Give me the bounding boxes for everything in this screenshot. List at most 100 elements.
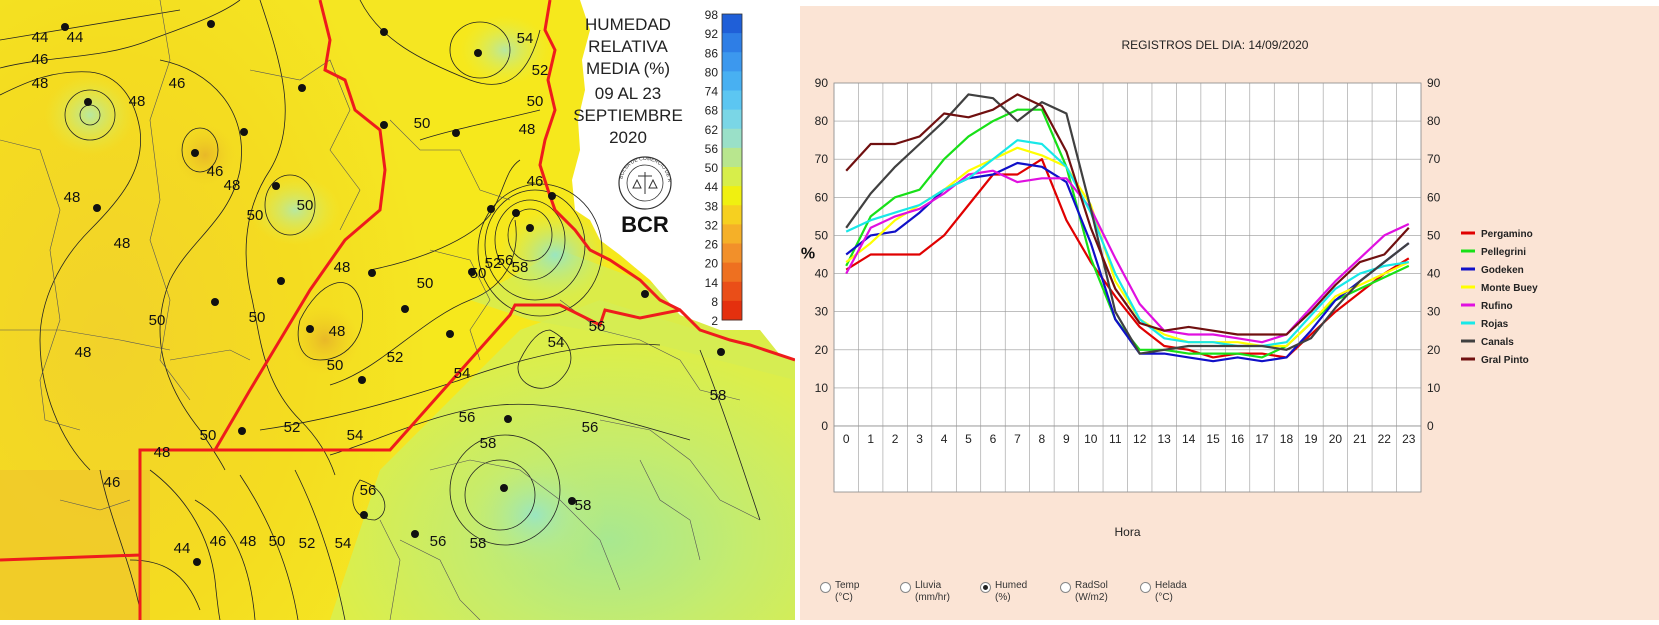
x-tick-label: 6	[990, 432, 997, 446]
contour-label: 50	[414, 115, 431, 132]
radio-button[interactable]	[900, 582, 911, 593]
scale-label: 92	[705, 27, 719, 41]
contour-label: 50	[249, 309, 266, 326]
y-tick-label: 60	[815, 190, 829, 204]
contour-label: 46	[32, 51, 49, 68]
chart-grid	[833, 82, 1422, 493]
map-title-line: 2020	[609, 128, 647, 147]
scale-swatch	[722, 262, 742, 283]
scale-swatch	[722, 147, 742, 168]
contour-label: 46	[527, 173, 544, 190]
y-tick-label: 90	[815, 76, 829, 90]
contour-lines	[0, 0, 761, 621]
x-tick-label: 18	[1280, 432, 1294, 446]
x-tick-label: 8	[1039, 432, 1046, 446]
variable-selector: Temp (°C) Lluvia (mm/hr) Humed (%) RadSol (W…	[820, 580, 1220, 604]
y-tick-label: 0	[821, 419, 828, 433]
scale-label: 38	[705, 199, 719, 213]
legend-label: Monte Buey	[1481, 283, 1538, 294]
x-tick-label: 20	[1329, 432, 1343, 446]
color-scale: 98 92 86 80 74 68 62 56 50 44 38 32 26 20 14 8 2	[705, 8, 743, 328]
contour-label: 56	[360, 482, 377, 499]
x-tick-label: 10	[1084, 432, 1098, 446]
scale-label: 8	[711, 295, 718, 309]
y2-tick-label: 0	[1427, 419, 1434, 433]
y2-tick-label: 90	[1427, 76, 1441, 90]
contour-label: 44	[174, 540, 191, 557]
station-points	[61, 20, 725, 566]
option-label: RadSol	[1075, 580, 1108, 591]
scale-label: 26	[705, 238, 719, 252]
y-tick-label: 40	[815, 267, 829, 281]
option-unit: (°C)	[1155, 592, 1173, 603]
contour-label: 46	[104, 474, 121, 491]
scale-label: 86	[705, 46, 719, 60]
legend-label: Gral Pinto	[1481, 355, 1529, 366]
scale-label: 14	[705, 276, 719, 290]
option-helada[interactable]: Helada (°C)	[1140, 580, 1220, 604]
map-title: HUMEDAD RELATIVA MEDIA (%) 09 AL 23 SEPT…	[573, 15, 683, 147]
logo-emblem-icon	[632, 172, 658, 194]
contour-label: 48	[329, 323, 346, 340]
chart-legend: Pergamino Pellegrini Godeken Monte Buey Rufi…	[1461, 229, 1538, 366]
y2-tick-label: 50	[1427, 228, 1441, 242]
option-radsol[interactable]: RadSol (W/m2)	[1060, 580, 1140, 604]
contour-label: 52	[532, 62, 549, 79]
x-tick-label: 13	[1158, 432, 1172, 446]
scale-frame	[721, 13, 743, 321]
contour-label: 56	[430, 533, 447, 550]
option-lluvia[interactable]: Lluvia (mm/hr)	[900, 580, 980, 604]
option-unit: (W/m2)	[1075, 592, 1108, 603]
x-tick-label: 16	[1231, 432, 1245, 446]
scale-swatch	[722, 224, 742, 244]
contour-label: 54	[347, 427, 364, 444]
contour-label: 50	[327, 357, 344, 374]
y-tick-label: 20	[815, 343, 829, 357]
x-tick-label: 21	[1353, 432, 1367, 446]
option-temp[interactable]: Temp (°C)	[820, 580, 900, 604]
scale-label: 74	[705, 85, 719, 99]
scale-label: 62	[705, 123, 719, 137]
x-tick-label: 3	[916, 432, 923, 446]
y2-tick-label: 30	[1427, 305, 1441, 319]
scale-swatch	[722, 300, 742, 321]
scale-swatch	[722, 14, 742, 34]
contour-label: 50	[200, 427, 217, 444]
radio-button[interactable]	[1060, 582, 1071, 593]
legend-label: Canals	[1481, 337, 1514, 348]
x-tick-label: 15	[1206, 432, 1220, 446]
contour-label: 54	[454, 365, 471, 382]
contour-label: 48	[64, 189, 81, 206]
contour-label: 50	[149, 312, 166, 329]
map-title-line: 09 AL 23	[595, 84, 662, 103]
contour-label: 56	[589, 318, 606, 335]
series-line-pergamino	[845, 158, 1410, 359]
contour-label: 48	[519, 121, 536, 138]
series-line-rufino	[845, 169, 1410, 344]
contour-label: 50	[527, 93, 544, 110]
contour-label: 50	[417, 275, 434, 292]
contour-label: 52	[485, 255, 502, 272]
x-tick-label: 1	[867, 432, 874, 446]
option-humed[interactable]: Humed (%)	[980, 580, 1060, 604]
scale-swatch	[722, 71, 742, 91]
contour-label: 58	[710, 387, 727, 404]
contour-label: 52	[284, 419, 301, 436]
radio-button[interactable]	[820, 582, 831, 593]
scale-swatch	[722, 90, 742, 111]
scale-label: 68	[705, 104, 719, 118]
legend-label: Rojas	[1481, 319, 1509, 330]
contour-label: 56	[497, 252, 514, 269]
x-tick-label: 22	[1378, 432, 1392, 446]
contour-label: 54	[517, 30, 534, 47]
scale-label: 2	[711, 314, 718, 328]
contour-label: 48	[154, 444, 171, 461]
radio-button-selected[interactable]	[980, 582, 991, 593]
contour-label: 46	[207, 163, 224, 180]
legend-label: Rufino	[1481, 301, 1513, 312]
radio-button[interactable]	[1140, 582, 1151, 593]
scale-swatch	[722, 128, 742, 149]
legend-label: Pellegrini	[1481, 247, 1526, 258]
series-line-gral-pinto	[845, 93, 1410, 336]
contour-label: 44	[32, 29, 49, 46]
